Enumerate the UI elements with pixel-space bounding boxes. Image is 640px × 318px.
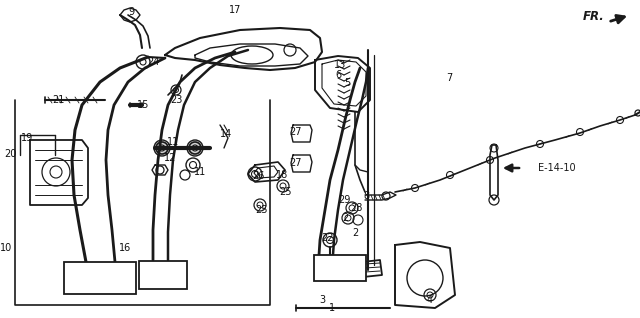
Circle shape bbox=[616, 116, 623, 123]
Text: 10: 10 bbox=[0, 243, 12, 253]
Text: FR.: FR. bbox=[583, 10, 605, 24]
Text: E-14-10: E-14-10 bbox=[538, 163, 575, 173]
Circle shape bbox=[154, 140, 170, 156]
Text: 16: 16 bbox=[119, 243, 131, 253]
Circle shape bbox=[486, 156, 493, 163]
Text: 27: 27 bbox=[289, 127, 301, 137]
Text: 18: 18 bbox=[276, 170, 288, 180]
Text: 2: 2 bbox=[342, 213, 348, 223]
Text: 27: 27 bbox=[289, 158, 301, 168]
Text: 11: 11 bbox=[167, 137, 179, 147]
Text: 6: 6 bbox=[335, 70, 341, 80]
Text: 1: 1 bbox=[329, 303, 335, 313]
Text: 15: 15 bbox=[137, 100, 149, 110]
Text: 8: 8 bbox=[363, 191, 369, 201]
Text: 29: 29 bbox=[338, 195, 350, 205]
Text: 20: 20 bbox=[4, 149, 16, 159]
Text: 5: 5 bbox=[344, 78, 350, 88]
Text: 17: 17 bbox=[229, 5, 241, 15]
Text: 28: 28 bbox=[350, 203, 362, 213]
Text: 23: 23 bbox=[170, 95, 182, 105]
Text: 11: 11 bbox=[194, 167, 206, 177]
Text: 14: 14 bbox=[220, 129, 232, 139]
Text: 24: 24 bbox=[147, 57, 159, 67]
Circle shape bbox=[412, 184, 419, 191]
Circle shape bbox=[635, 110, 640, 116]
Text: 25: 25 bbox=[256, 205, 268, 215]
Text: 21: 21 bbox=[52, 95, 64, 105]
Text: 3: 3 bbox=[319, 295, 325, 305]
Bar bbox=[139, 261, 187, 289]
Bar bbox=[64, 262, 136, 294]
Circle shape bbox=[187, 140, 203, 156]
Bar bbox=[314, 255, 366, 281]
Text: 9: 9 bbox=[128, 7, 134, 17]
Text: 25: 25 bbox=[280, 187, 292, 197]
Text: 7: 7 bbox=[446, 73, 452, 83]
Text: 12: 12 bbox=[164, 153, 176, 163]
Text: 22: 22 bbox=[322, 233, 334, 243]
Text: 2: 2 bbox=[352, 228, 358, 238]
Circle shape bbox=[536, 141, 543, 148]
Text: 26: 26 bbox=[252, 171, 264, 181]
Text: 13: 13 bbox=[334, 60, 346, 70]
Text: 4: 4 bbox=[427, 295, 433, 305]
Circle shape bbox=[577, 128, 584, 135]
Text: 19: 19 bbox=[21, 133, 33, 143]
Circle shape bbox=[447, 171, 454, 178]
